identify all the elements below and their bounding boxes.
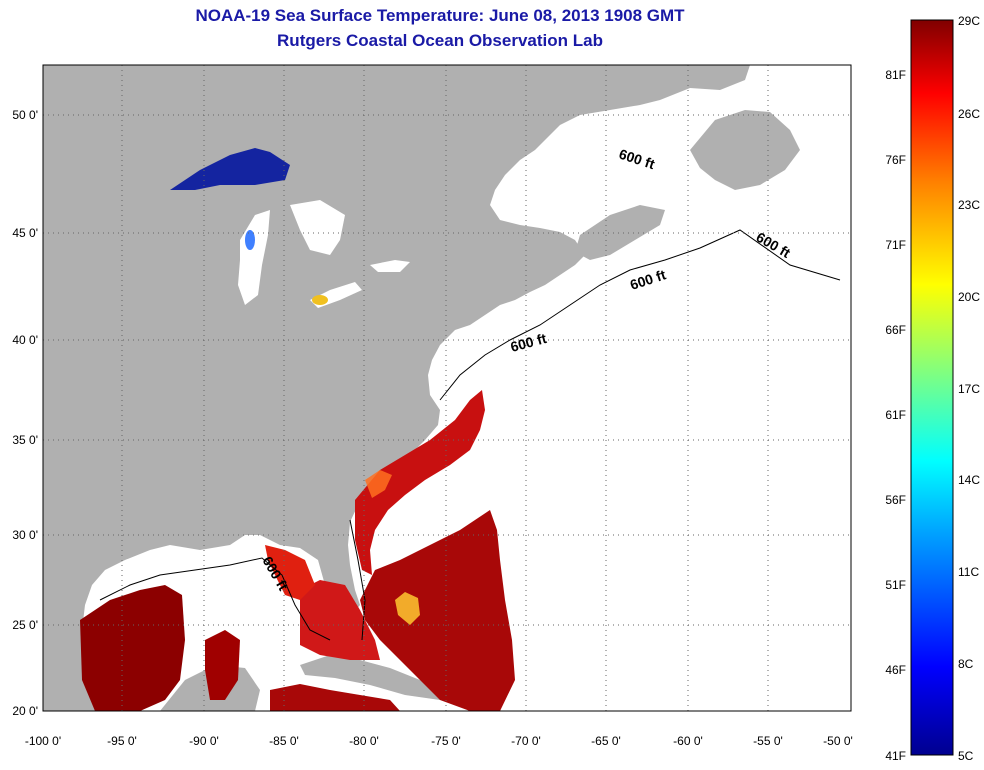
map-frame [42, 64, 852, 712]
colorbar-fahrenheit-label: 46F [885, 663, 906, 677]
lat-tick-label: 20 0' [12, 704, 38, 718]
lake-erie-warm-patch [312, 295, 328, 305]
newfoundland-land [690, 110, 800, 190]
lat-tick-label: 35 0' [12, 433, 38, 447]
colorbar-celsius-label: 8C [958, 657, 974, 671]
longitude-axis: -100 0' -95 0' -90 0' -85 0' -80 0' -75 … [25, 734, 853, 748]
warm-front-yellow [395, 592, 420, 625]
colorbar-celsius-label: 29C [958, 14, 980, 28]
lon-tick-label: -50 0' [823, 734, 853, 748]
lake-superior [170, 148, 290, 190]
colorbar-fahrenheit-label: 76F [885, 153, 906, 167]
map-subtitle: Rutgers Coastal Ocean Observation Lab [277, 31, 603, 50]
gulf-east-sst [265, 545, 315, 600]
lon-tick-label: -65 0' [591, 734, 621, 748]
lat-tick-label: 45 0' [12, 226, 38, 240]
lon-tick-label: -90 0' [189, 734, 219, 748]
colorbar-celsius-label: 23C [958, 198, 980, 212]
lat-tick-label: 25 0' [12, 618, 38, 632]
caribbean-sst [270, 684, 400, 711]
lon-tick-label: -95 0' [107, 734, 137, 748]
lake-michigan [238, 210, 270, 305]
lake-ontario [370, 260, 410, 272]
lon-tick-label: -75 0' [431, 734, 461, 748]
colorbar-fahrenheit-label: 51F [885, 578, 906, 592]
lake-huron [290, 200, 345, 255]
map-content: 600 ft 600 ft 600 ft 600 ft 600 ft [43, 65, 851, 711]
cuba-land [300, 655, 445, 700]
nova-scotia-land [575, 205, 665, 260]
latitude-axis: 20 0' 25 0' 30 0' 35 0' 40 0' 45 0' 50 0… [12, 108, 38, 718]
colorbar-celsius-label: 26C [958, 107, 980, 121]
florida-straits-sst [300, 580, 380, 660]
colorbar-fahrenheit-label: 66F [885, 323, 906, 337]
lon-tick-label: -85 0' [269, 734, 299, 748]
gulf-stream-sst [355, 390, 485, 575]
warm-front-orange [365, 470, 392, 498]
colorbar-celsius-label: 5C [958, 749, 974, 763]
colorbar-celsius-label: 14C [958, 473, 980, 487]
map-title: NOAA-19 Sea Surface Temperature: June 08… [195, 6, 685, 25]
lat-tick-label: 30 0' [12, 528, 38, 542]
atlantic-sst [360, 510, 515, 711]
lon-tick-label: -100 0' [25, 734, 61, 748]
lon-tick-label: -80 0' [349, 734, 379, 748]
isobath-600ft-atlantic [439, 229, 841, 401]
colorbar-fahrenheit-label: 61F [885, 408, 906, 422]
gulf-central-sst [205, 630, 240, 700]
gulf-west-sst [80, 585, 185, 711]
colorbar-celsius-label: 17C [958, 382, 980, 396]
north-america-land [43, 65, 750, 711]
colorbar-fahrenheit-label: 41F [885, 749, 906, 763]
colorbar: 29C 26C 23C 20C 17C 14C 11C 8C 5C 81F 76… [885, 14, 980, 763]
lon-tick-label: -60 0' [673, 734, 703, 748]
lake-michigan-cool-patch [245, 230, 255, 250]
colorbar-fahrenheit-label: 71F [885, 238, 906, 252]
lon-tick-label: -55 0' [753, 734, 783, 748]
isobath-600ft-gulf [99, 557, 331, 641]
lat-tick-label: 50 0' [12, 108, 38, 122]
colorbar-celsius-label: 20C [958, 290, 980, 304]
colorbar-gradient [910, 19, 954, 756]
colorbar-fahrenheit-label: 56F [885, 493, 906, 507]
lon-tick-label: -70 0' [511, 734, 541, 748]
colorbar-fahrenheit-label: 81F [885, 68, 906, 82]
lat-tick-label: 40 0' [12, 333, 38, 347]
colorbar-celsius-label: 11C [958, 565, 979, 579]
